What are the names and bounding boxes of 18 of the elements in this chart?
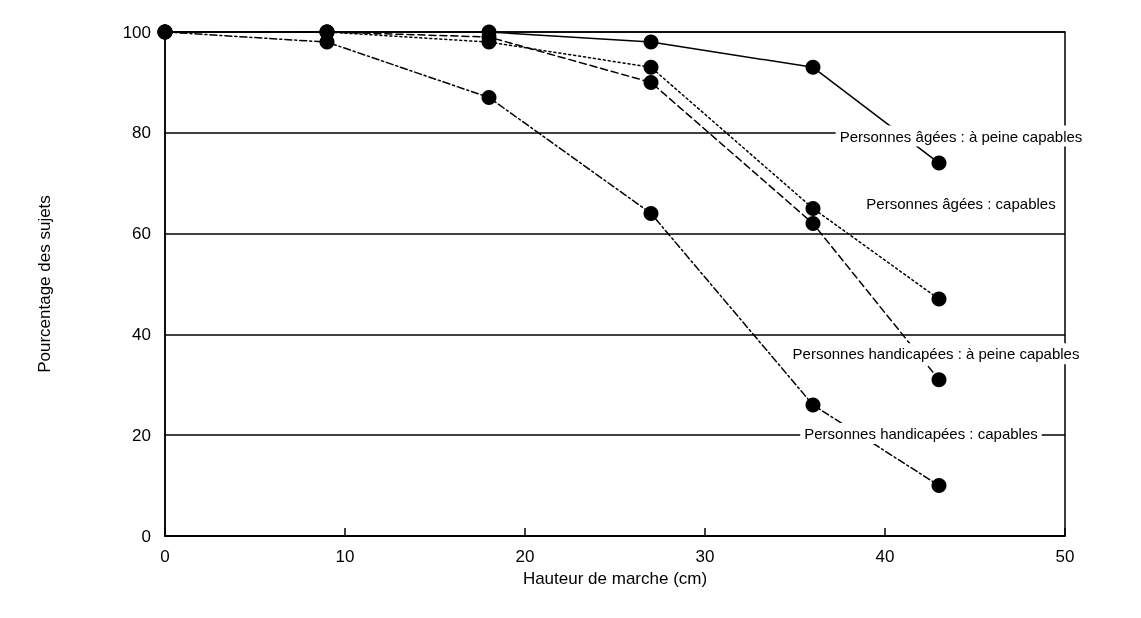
y-tick-label: 40 [132, 324, 151, 344]
y-tick-label: 80 [132, 123, 151, 143]
series-label: Personnes handicapées : capables [804, 425, 1038, 443]
y-tick-label: 100 [122, 22, 151, 42]
x-tick-label: 10 [335, 547, 355, 566]
y-tick-label: 0 [141, 526, 151, 546]
x-tick-label: 0 [160, 547, 170, 566]
x-tick-label: 20 [515, 547, 535, 566]
x-tick-label: 30 [695, 547, 715, 566]
y-tick-label: 20 [132, 425, 151, 445]
y-tick-label: 60 [132, 224, 151, 244]
series-label: Personnes âgées : capables [866, 194, 1056, 212]
x-tick-label: 50 [1055, 547, 1075, 566]
series-label: Personnes handicapées : à peine capables [792, 345, 1080, 363]
y-axis-title: Pourcentage des sujets [35, 195, 54, 373]
series-label: Personnes âgées : à peine capables [839, 127, 1083, 145]
x-tick-label: 40 [875, 547, 895, 566]
x-axis-title: Hauteur de marche (cm) [522, 569, 708, 588]
